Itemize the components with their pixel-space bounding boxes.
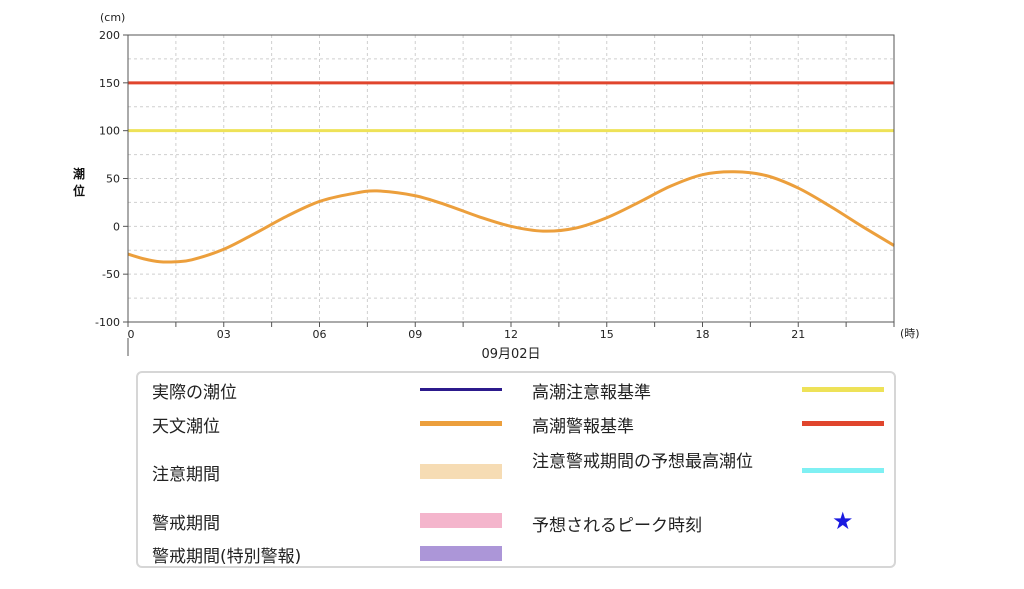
y-tick-label: 50 bbox=[106, 173, 120, 186]
legend-label: 高潮注意報基準 bbox=[532, 383, 651, 403]
legend-swatch bbox=[802, 420, 884, 426]
legend-swatch bbox=[420, 387, 502, 391]
y-unit-label: (cm) bbox=[100, 11, 125, 24]
y-tick-label: 200 bbox=[99, 29, 120, 42]
y-tick-label: 150 bbox=[99, 77, 120, 90]
x-tick-label: 03 bbox=[217, 328, 231, 341]
date-label: 09月02日 bbox=[481, 347, 540, 362]
y-tick-label: -100 bbox=[95, 316, 120, 329]
legend-label: 注意期間 bbox=[152, 465, 220, 485]
tide-series bbox=[127, 170, 895, 264]
y-tick-label: -50 bbox=[102, 268, 120, 281]
legend-swatch bbox=[420, 420, 502, 426]
legend-swatch bbox=[420, 545, 502, 561]
x-tick-label: 18 bbox=[696, 328, 710, 341]
legend-swatch bbox=[420, 463, 502, 479]
legend-swatch bbox=[802, 386, 884, 392]
legend-label: 注意警戒期間の予想最高潮位 bbox=[532, 452, 753, 472]
legend-label: 警戒期間 bbox=[152, 514, 220, 534]
legend-label: 予想されるピーク時刻 bbox=[532, 516, 702, 536]
threshold-lines bbox=[128, 81, 894, 133]
legend-swatch bbox=[420, 512, 502, 528]
y-axis-label-char-2: 位 bbox=[73, 183, 85, 198]
legend-label: 警戒期間(特別警報) bbox=[152, 547, 302, 567]
x-tick-label: 21 bbox=[791, 328, 805, 341]
x-tick-label: 06 bbox=[313, 328, 327, 341]
x-unit-label: (時) bbox=[900, 327, 920, 340]
chart-axes: 200 150 100 50 0 -50 -100 0 03 06 09 12 15 18 21 bbox=[95, 29, 895, 356]
x-tick-label: 12 bbox=[504, 328, 518, 341]
x-tick-label: 09 bbox=[408, 328, 422, 341]
series-line bbox=[127, 170, 895, 264]
x-tick-label: 0 bbox=[128, 328, 135, 341]
y-axis-label-char-1: 潮 bbox=[73, 166, 85, 181]
legend-label: 天文潮位 bbox=[152, 417, 220, 437]
chart-legend: 実際の潮位天文潮位注意期間警戒期間警戒期間(特別警報) 高潮注意報基準 高潮警報基準… bbox=[136, 371, 896, 568]
legend-swatch bbox=[802, 467, 884, 473]
y-tick-label: 100 bbox=[99, 125, 120, 138]
legend-label: 実際の潮位 bbox=[152, 383, 237, 403]
x-tick-label: 15 bbox=[600, 328, 614, 341]
star-icon: ★ bbox=[832, 507, 854, 535]
legend-label: 高潮警報基準 bbox=[532, 417, 634, 437]
y-tick-label: 0 bbox=[113, 220, 120, 233]
